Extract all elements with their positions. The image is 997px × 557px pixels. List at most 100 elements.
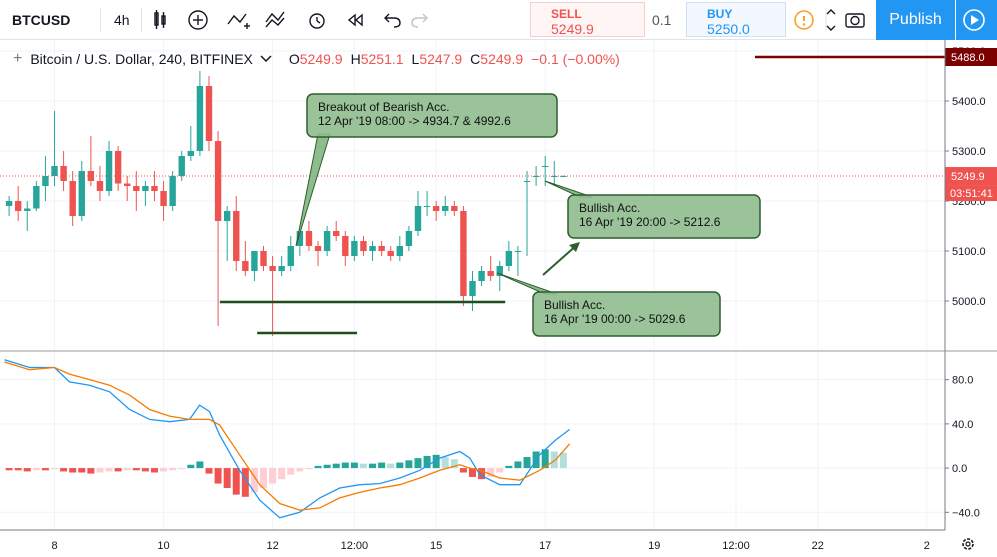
histogram-bar — [87, 468, 95, 474]
histogram-bar — [250, 468, 258, 493]
histogram-bar — [432, 454, 440, 469]
histogram-bar — [132, 468, 140, 471]
callout-box — [532, 291, 721, 337]
x-tick-label: 17 — [539, 540, 551, 552]
gear-hole — [965, 541, 971, 547]
histogram-bar — [114, 468, 122, 472]
histogram-bar — [314, 465, 322, 469]
histogram-bar — [559, 452, 567, 469]
histogram-bar — [505, 465, 513, 469]
candle-body — [196, 86, 204, 151]
candle-body — [269, 266, 276, 271]
histogram-bar — [169, 468, 177, 471]
callout-pointer — [496, 272, 558, 295]
symbol[interactable]: BTCUSD — [12, 12, 71, 28]
y-tick-label: 5300.0 — [952, 146, 986, 158]
histogram-bar — [269, 468, 277, 484]
histogram-bar — [359, 463, 367, 469]
publish-button[interactable]: Publish — [876, 0, 955, 40]
candle-body — [442, 206, 449, 211]
candle-body — [396, 246, 404, 256]
replay-button[interactable] — [956, 0, 997, 40]
histogram-bar — [550, 451, 558, 469]
settings-icon[interactable] — [962, 538, 974, 550]
ohlc-value: 5249.9 — [480, 51, 524, 67]
histogram-bar — [32, 468, 40, 471]
chevron[interactable] — [259, 54, 273, 64]
histogram-bar — [396, 462, 404, 469]
candle-body — [469, 281, 476, 296]
ohlc-value: 5251.1 — [360, 51, 404, 67]
candle-body — [178, 156, 185, 176]
histogram-bar — [260, 468, 268, 488]
histogram-bar — [478, 468, 486, 480]
histogram-bar — [150, 468, 158, 473]
candle-body — [314, 246, 322, 251]
candle-body — [296, 231, 304, 246]
candle-body — [478, 271, 485, 281]
x-tick-label: 8 — [51, 540, 57, 552]
histogram-bar — [378, 462, 386, 469]
separator — [100, 8, 101, 32]
legend-toggle[interactable]: + — [13, 50, 23, 67]
candle-body — [541, 166, 549, 167]
candle-body — [151, 186, 158, 191]
histogram-bar — [523, 457, 531, 469]
sell-button[interactable]: SELL 5249.9 — [530, 2, 645, 37]
y-tick-label: 5100.0 — [952, 246, 986, 258]
candle-body — [233, 211, 240, 261]
histogram-bar — [241, 468, 249, 497]
candle-body — [287, 246, 294, 266]
candle-body — [532, 176, 540, 177]
histogram-bar — [305, 468, 313, 470]
candle-body — [551, 176, 558, 177]
candle-body — [187, 151, 195, 156]
candle-body — [523, 181, 531, 182]
histogram-bar — [178, 468, 186, 470]
alert-tag — [945, 48, 997, 66]
candle-body — [278, 266, 285, 271]
histogram-bar — [187, 464, 195, 469]
candle-body — [496, 266, 503, 276]
candle-body — [124, 183, 131, 186]
y-tick-label: −40.0 — [952, 507, 980, 519]
buy-button[interactable]: BUY 5250.0 — [686, 2, 786, 37]
histogram-bar — [141, 468, 149, 472]
tool-icons[interactable] — [150, 8, 520, 32]
candle-body — [487, 271, 494, 276]
x-tick-label: 2 — [924, 540, 930, 552]
last-price-tag — [945, 167, 997, 186]
histogram-bar — [487, 468, 495, 477]
side-icons[interactable] — [790, 6, 875, 34]
candle-body — [105, 151, 113, 191]
histogram-bar — [160, 468, 168, 472]
candle-body — [260, 251, 267, 266]
candle-body — [169, 176, 176, 206]
histogram-bar — [423, 455, 431, 469]
histogram-bar — [78, 468, 86, 473]
candle-body — [505, 251, 513, 266]
time-axis-bg — [0, 530, 997, 557]
candle-body — [14, 201, 22, 211]
candle-body — [251, 251, 258, 271]
callout-text: 16 Apr '19 20:00 -> 5212.6 — [579, 215, 721, 229]
x-tick-label: 12:00 — [341, 540, 369, 552]
indicator-line — [4, 361, 571, 511]
histogram-bar — [196, 461, 204, 469]
candle-body — [432, 206, 440, 211]
candle-body — [451, 206, 458, 211]
candle-body — [78, 171, 85, 216]
x-tick-label: 22 — [812, 540, 824, 552]
histogram-bar — [123, 468, 131, 471]
histogram-bar — [14, 468, 22, 471]
callout-text: Bullish Acc. — [579, 201, 640, 215]
histogram-bar — [441, 457, 449, 469]
spread: 0.1 — [652, 12, 672, 28]
histogram-bar — [69, 468, 77, 473]
x-tick-label: 15 — [430, 540, 442, 552]
candle-body — [333, 231, 340, 236]
callout-box — [306, 93, 558, 138]
candle-body — [423, 206, 431, 207]
interval[interactable]: 4h — [114, 12, 130, 28]
histogram-bar — [341, 462, 349, 469]
